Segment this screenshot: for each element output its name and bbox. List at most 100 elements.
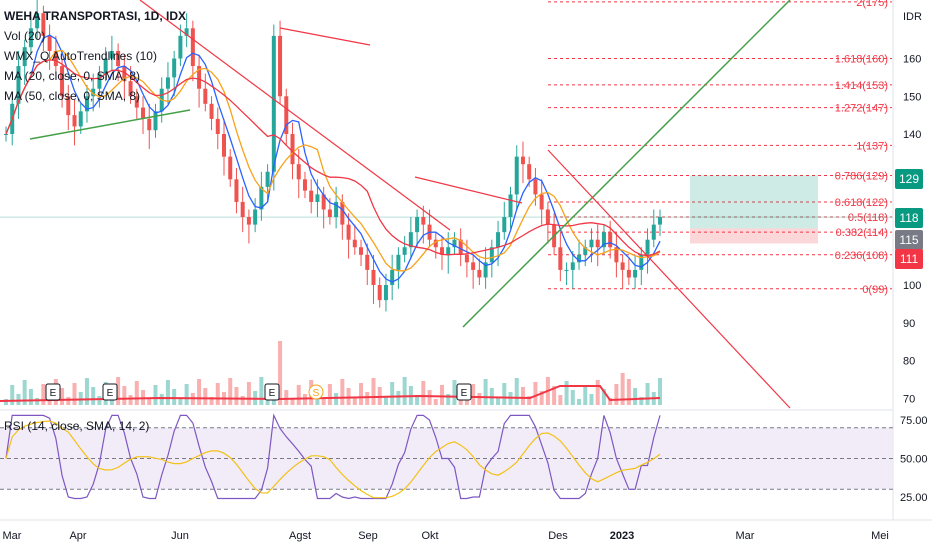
volume-bar	[209, 397, 214, 405]
volume-bar	[658, 378, 662, 405]
rsi-tick-label: 50.00	[900, 454, 928, 466]
fib-level-label: 1.414(153)	[835, 80, 888, 92]
volume-bar	[28, 389, 33, 405]
candle-body	[302, 179, 307, 191]
candle-body	[84, 96, 89, 112]
volume-bar	[415, 395, 420, 405]
volume-bar	[302, 394, 307, 405]
rsi-legend[interactable]: RSI (14, close, SMA, 14, 2)	[4, 419, 150, 433]
volume-bar	[533, 382, 538, 405]
volume-bar	[296, 385, 301, 405]
volume-bar	[527, 396, 532, 405]
volume-bar	[97, 396, 102, 405]
earnings-marker: E	[45, 383, 61, 401]
fib-level-label: 1.618(160)	[835, 54, 888, 66]
volume-bar	[520, 387, 525, 405]
candle-body	[527, 164, 532, 180]
candle-body	[601, 232, 606, 248]
candle-body	[545, 209, 550, 225]
volume-bar	[614, 384, 619, 405]
candle-body	[109, 50, 114, 59]
volume-bar	[365, 392, 370, 405]
candle-body	[35, 13, 40, 29]
volume-bar	[452, 380, 457, 405]
candle-body	[278, 35, 283, 97]
volume-bar	[539, 391, 544, 405]
fib-level-label: 1(137)	[856, 140, 888, 152]
candle-body	[352, 239, 357, 248]
price-tick-label: IDR	[903, 11, 922, 23]
time-tick-label: Mar	[3, 530, 22, 542]
candle-body	[22, 47, 27, 67]
candle-body	[477, 269, 482, 278]
symbol-title[interactable]: WEHA TRANSPORTASI, 1D, IDX	[4, 9, 187, 23]
candle-body	[514, 156, 519, 195]
volume-bar	[60, 388, 65, 405]
ma20-legend[interactable]: MA (20, close, 0, SMA, 8)	[4, 69, 141, 83]
earnings-marker: S	[308, 384, 324, 400]
earnings-marker-box	[456, 383, 472, 401]
ma50-legend[interactable]: MA (50, close, 0, SMA, 8)	[4, 89, 141, 103]
volume-bar	[352, 397, 357, 405]
volume-bar	[639, 397, 644, 405]
candle-body	[103, 58, 108, 74]
volume-bar	[608, 398, 613, 405]
support-trendline	[29, 109, 191, 140]
candle-body	[539, 194, 544, 210]
time-tick-label: Mei	[871, 530, 889, 542]
time-tick-label: Okt	[421, 530, 438, 542]
candle-body	[383, 285, 388, 301]
volume-bar	[440, 385, 444, 405]
volume-bar	[234, 387, 239, 405]
volume-bar	[589, 394, 594, 405]
candle-body	[558, 247, 563, 270]
candle-body	[446, 247, 451, 255]
candle-body	[483, 262, 488, 278]
candle-body	[608, 232, 613, 248]
candle-body	[60, 66, 65, 97]
candle-body	[502, 217, 507, 233]
candle-body	[396, 254, 401, 270]
candle-body	[583, 247, 588, 255]
candle-body	[346, 224, 351, 240]
candle-body	[458, 239, 463, 255]
candle-body	[240, 201, 245, 218]
earnings-marker-label: E	[107, 388, 114, 399]
fib-level-label: 0.618(122)	[835, 197, 888, 209]
volume-bar	[278, 341, 283, 405]
candle-body	[296, 164, 301, 180]
volume-bar	[159, 394, 164, 405]
candle-body	[651, 224, 656, 240]
ma50-line	[5, 49, 661, 272]
candle-body	[91, 88, 96, 97]
earnings-marker-box	[45, 383, 61, 401]
fib-level-label: 2(175)	[856, 0, 888, 9]
candle-body	[147, 118, 152, 131]
candle-body	[246, 217, 251, 225]
volume-bar	[564, 381, 569, 405]
candle-body	[197, 66, 202, 89]
candle-body	[178, 35, 183, 59]
candle-body	[408, 232, 413, 248]
candle-body	[234, 179, 239, 202]
resistance-trendline-1	[139, 0, 451, 231]
candle-body	[47, 35, 52, 51]
volume-bar	[421, 381, 426, 405]
earnings-marker: E	[102, 383, 118, 401]
volume-legend[interactable]: Vol (20)	[4, 29, 46, 43]
position-stop-zone	[690, 228, 818, 244]
autotrendlines-legend[interactable]: WMX_Q AutoTrendlines (10)	[4, 49, 157, 63]
volume-bar	[35, 398, 40, 405]
candle-body	[259, 186, 264, 210]
last-price-badge: 118	[895, 208, 923, 228]
candle-body	[533, 179, 538, 195]
volume-bar	[577, 399, 582, 405]
price-tick-label: 140	[903, 129, 921, 141]
earnings-marker-label: E	[461, 388, 468, 399]
candle-body	[340, 201, 345, 225]
candle-body	[371, 269, 376, 285]
volume-bar	[620, 373, 625, 405]
volume-bar	[514, 378, 519, 405]
volume-bar	[340, 379, 345, 405]
